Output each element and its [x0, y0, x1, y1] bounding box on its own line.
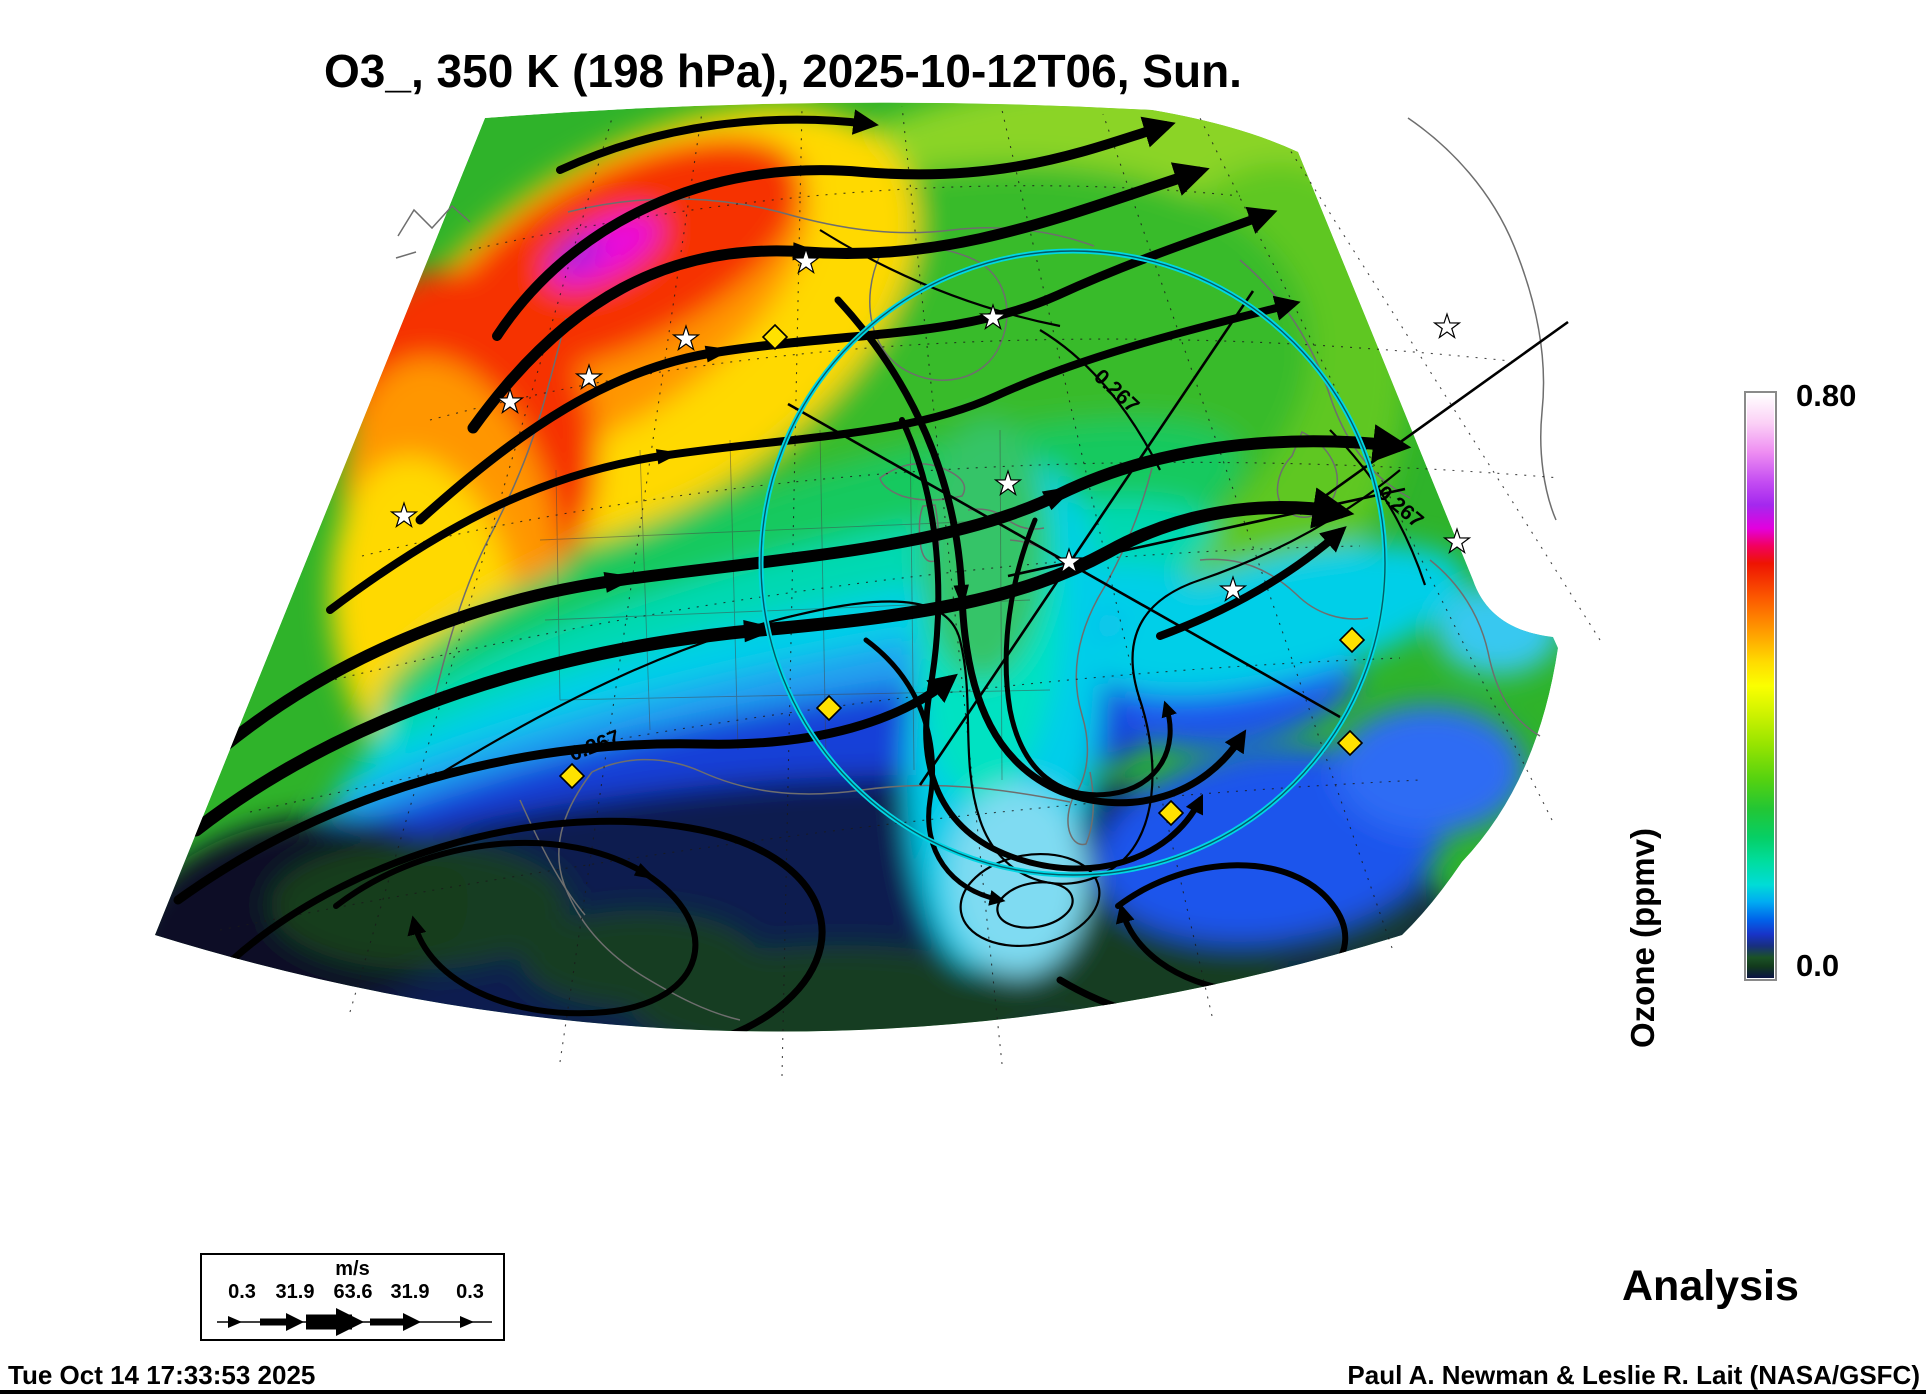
plot-title: O3_, 350 K (198 hPa), 2025-10-12T06, Sun… [324, 45, 1242, 97]
analysis-label: Analysis [1622, 1262, 1799, 1310]
bottom-edge-bar [0, 1390, 1926, 1394]
wind-unit-label: m/s [335, 1258, 370, 1280]
colorbar [1744, 391, 1777, 981]
wind-speed-value: 31.9 [390, 1281, 430, 1303]
generation-timestamp: Tue Oct 14 17:33:53 2025 [8, 1360, 316, 1390]
wind-speed-legend: m/s 0.3 31.9 63.6 31.9 0.3 [200, 1253, 505, 1341]
range-ring [758, 248, 1388, 878]
colorbar-max-label: 0.80 [1796, 378, 1857, 413]
graticule-layer [219, 105, 1601, 1077]
track-line [918, 290, 1255, 786]
range-ring-circle [760, 250, 1386, 876]
station-star-marker [1433, 313, 1461, 339]
wind-arrow-scale [217, 1308, 492, 1336]
colorbar-axis-label: Ozone (ppmv) [1624, 828, 1661, 1048]
wind-speed-value: 0.3 [228, 1281, 256, 1303]
wind-speed-value: 0.3 [456, 1281, 484, 1303]
wind-speed-values: 0.3 31.9 63.6 31.9 0.3 [202, 1281, 503, 1303]
track-line [1299, 320, 1569, 516]
colorbar-gradient [1747, 394, 1774, 978]
wind-speed-value: 63.6 [333, 1281, 373, 1303]
colorbar-border [1744, 391, 1777, 981]
colorbar-min-label: 0.0 [1796, 948, 1840, 983]
wind-speed-value: 31.9 [275, 1281, 315, 1303]
wind-arrowheads [228, 1308, 474, 1336]
credit-line: Paul A. Newman & Leslie R. Lait (NASA/GS… [1347, 1360, 1920, 1390]
